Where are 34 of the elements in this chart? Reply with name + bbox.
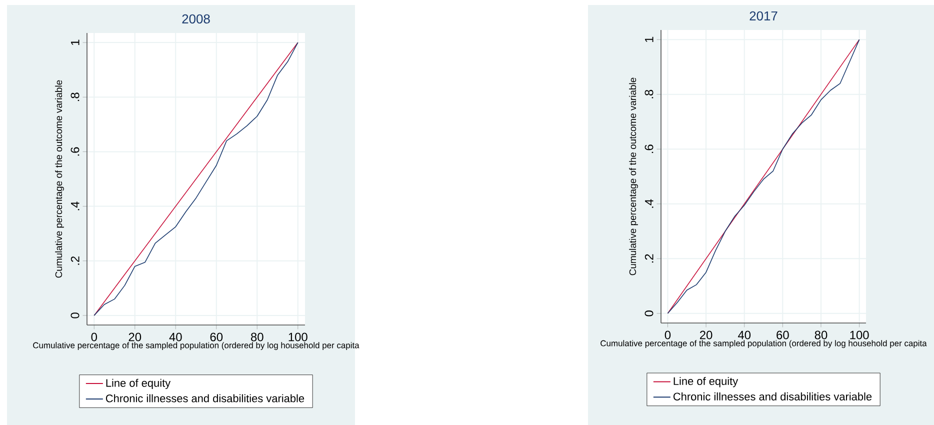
y-axis-title: Cumulative percentage of the outcome variable (55, 80, 64, 278)
chart-title: 2017 (750, 11, 778, 20)
y-tick-label: .2 (644, 254, 654, 263)
x-tick-label: 100 (288, 332, 308, 342)
y-tick-label: .8 (70, 92, 80, 102)
y-tick-label: .4 (645, 199, 654, 208)
x-tick-label: 20 (128, 332, 142, 342)
y-tick-label: .6 (644, 144, 654, 154)
x-tick-label: 80 (814, 330, 828, 340)
y-tick-label: .2 (70, 256, 80, 265)
x-tick-label: 0 (91, 332, 97, 342)
legend-label: Line of equity (106, 378, 171, 390)
y-tick-label: .4 (71, 202, 80, 210)
x-tick-label: 40 (169, 332, 182, 342)
x-tick-label: 0 (664, 330, 671, 340)
x-tick-label: 60 (210, 332, 223, 342)
legend-label: Chronic illnesses and disabilities variable (106, 394, 304, 402)
y-tick-label: .8 (644, 90, 654, 98)
y-tick-label: 1 (645, 36, 654, 42)
y-tick-label: 1 (71, 40, 80, 45)
x-tick-label: 60 (776, 330, 789, 340)
x-tick-label: 40 (738, 330, 751, 340)
y-tick-label: 0 (70, 312, 80, 318)
y-tick-label: .6 (70, 147, 80, 156)
legend-label: Line of equity (674, 376, 738, 388)
x-axis-title: Cumulative percentage of the sampled population (ordered by log household per capita (33, 342, 360, 350)
y-tick-label: 0 (644, 310, 654, 316)
x-tick-label: 80 (250, 332, 264, 342)
x-tick-label: 20 (700, 330, 712, 340)
legend-label: Chronic illnesses and disabilities variable (673, 392, 872, 400)
chart-title: 2008 (182, 14, 210, 24)
x-tick-label: 100 (850, 330, 869, 340)
y-axis-title: Cumulative percentage of the outcome variable (629, 78, 638, 276)
x-axis-title: Cumulative percentage of the sampled population (ordered by log household per capita (600, 340, 927, 348)
